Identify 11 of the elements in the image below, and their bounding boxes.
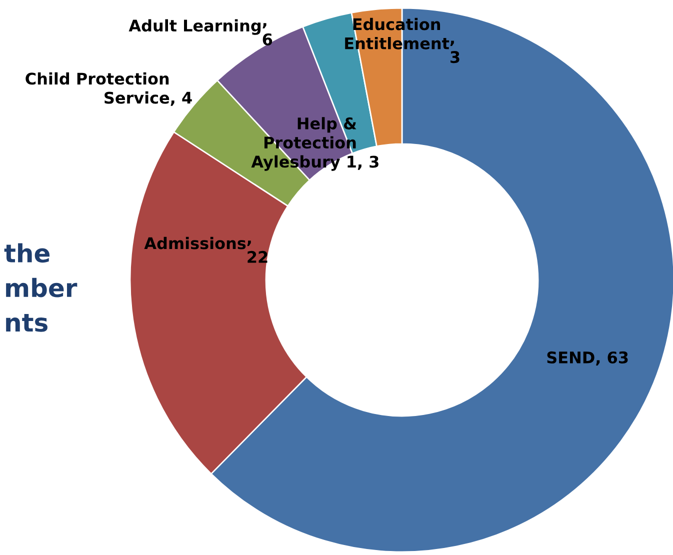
data-label: , 3	[450, 40, 460, 64]
slice-label: Adult Learning	[128, 19, 261, 35]
slice-label: Child Protection Service	[26, 72, 170, 104]
slice-label: SEND	[547, 351, 594, 364]
data-label: , 4	[170, 92, 192, 106]
data-label: , 6	[262, 23, 272, 46]
data-label: , 22	[247, 240, 268, 263]
text: the mber nts	[4, 243, 78, 332]
slice-label: Admissions	[144, 236, 246, 250]
data-label: , 63	[596, 351, 628, 366]
data-label: , 3	[358, 156, 378, 170]
